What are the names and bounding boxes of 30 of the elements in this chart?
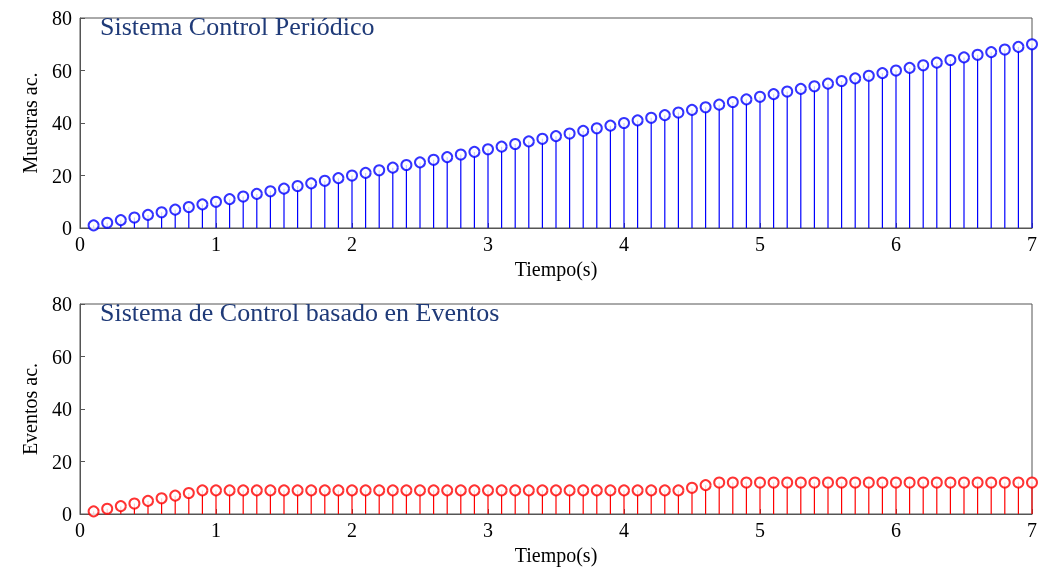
x-tick-label: 4: [619, 233, 629, 255]
x-tick-label: 7: [1027, 519, 1037, 541]
x-tick-label: 6: [891, 233, 901, 255]
y-tick-label: 60: [52, 345, 72, 368]
y-tick-label: 80: [52, 7, 72, 29]
x-tick-label: 2: [347, 233, 357, 255]
chart-title: Sistema Control Periódico: [100, 11, 375, 41]
y-axis-title: Muestras ac.: [19, 72, 41, 174]
x-axis-title: Tiempo(s): [514, 543, 598, 567]
y-tick-label: 20: [52, 450, 72, 473]
x-tick-label: 3: [483, 519, 493, 541]
chart-title: Sistema de Control basado en Eventos: [100, 297, 500, 327]
y-tick-label: 40: [52, 112, 72, 134]
y-tick-label: 0: [62, 217, 72, 239]
x-tick-label: 7: [1027, 233, 1037, 255]
x-tick-label: 4: [619, 519, 629, 541]
y-tick-label: 0: [62, 503, 72, 525]
x-tick-label: 6: [891, 519, 901, 541]
y-tick-label: 20: [52, 164, 72, 187]
x-tick-label: 1: [211, 233, 221, 255]
x-tick-label: 5: [755, 519, 765, 541]
x-tick-label: 3: [483, 233, 493, 255]
y-tick-label: 40: [52, 398, 72, 420]
y-tick-label: 60: [52, 59, 72, 82]
y-axis-title: Eventos ac.: [19, 362, 41, 456]
x-axis-title: Tiempo(s): [514, 257, 598, 281]
x-tick-label: 2: [347, 519, 357, 541]
x-tick-label: 1: [211, 519, 221, 541]
x-tick-label: 5: [755, 233, 765, 255]
y-tick-label: 80: [52, 293, 72, 315]
